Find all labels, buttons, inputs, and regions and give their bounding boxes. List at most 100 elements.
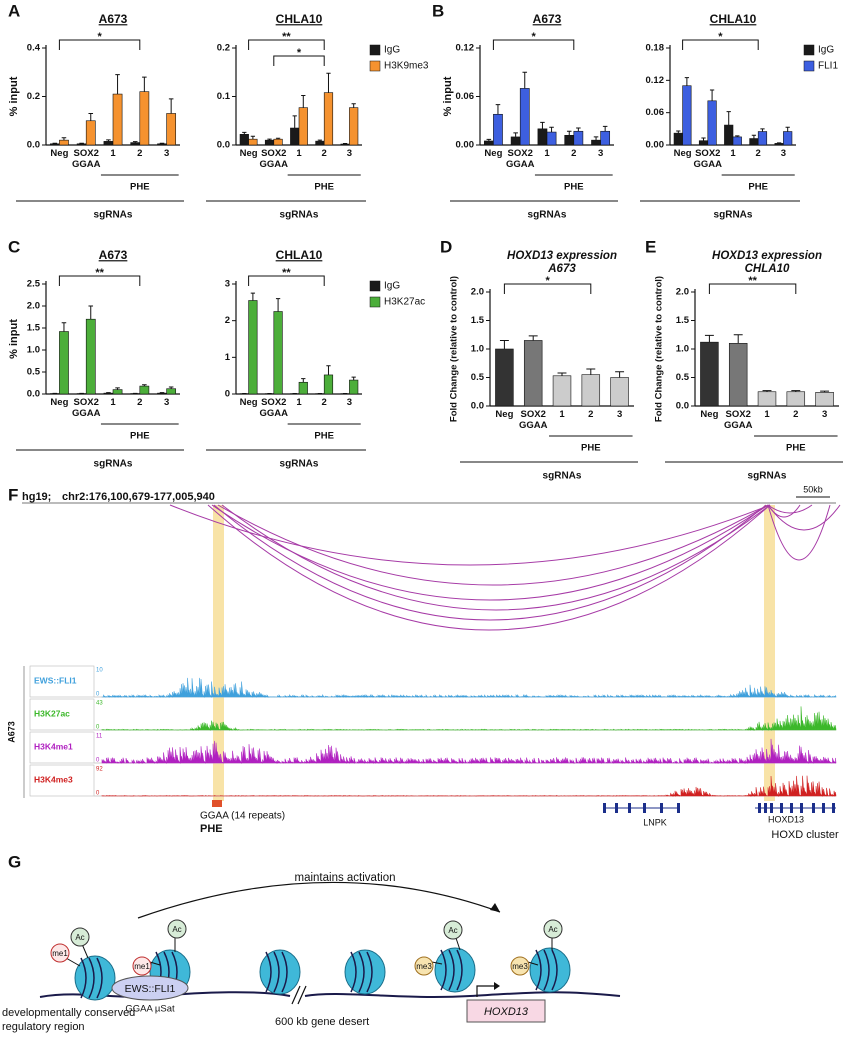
- bar: [113, 94, 122, 145]
- exon: [660, 803, 663, 813]
- bar: [59, 140, 68, 145]
- bar: [265, 140, 274, 145]
- gene-box-label: HOXD13: [484, 1006, 529, 1018]
- cell-line: A673: [6, 721, 16, 743]
- error-bar: [522, 72, 527, 88]
- element-name: PHE: [200, 823, 223, 835]
- y-tick-label: 0.18: [646, 43, 665, 54]
- x-axis-label: sgRNAs: [94, 459, 133, 470]
- bar: [758, 392, 776, 406]
- error-bar: [496, 105, 501, 115]
- panel-letter: D: [440, 237, 452, 256]
- bar: [157, 393, 166, 394]
- bar: [758, 132, 767, 145]
- bar: [729, 343, 747, 406]
- bar: [274, 312, 283, 395]
- loop-arc: [218, 505, 768, 585]
- x-tick-label-box: 3: [584, 148, 617, 174]
- exon: [822, 803, 825, 813]
- panel-letter: G: [8, 852, 21, 871]
- error-bar: [727, 112, 731, 125]
- x-tick-label-box: 3: [768, 148, 799, 174]
- exon: [603, 803, 606, 813]
- y-tick-label: 2.0: [676, 287, 689, 298]
- bar: [131, 143, 140, 145]
- factor-label: EWS::FLI1: [125, 983, 176, 995]
- y-tick-label: 0.1: [217, 91, 231, 102]
- bar: [565, 135, 574, 145]
- gene-label: HOXD13: [768, 814, 804, 824]
- track-name: H3K27ac: [34, 708, 70, 718]
- error-bar: [676, 131, 680, 133]
- y-tick-label: 0.0: [27, 389, 40, 400]
- bar: [700, 342, 718, 406]
- x-axis-label: sgRNAs: [94, 210, 133, 221]
- y-tick-label: 1.5: [471, 315, 485, 326]
- x-axis-label: sgRNAs: [528, 210, 567, 221]
- bar: [524, 340, 542, 406]
- significance-label: **: [748, 275, 757, 287]
- bar: [77, 144, 86, 145]
- chart-subtitle: A673: [547, 263, 576, 275]
- desert-label: 600 kb gene desert: [275, 1016, 369, 1028]
- bar: [683, 86, 692, 145]
- y-tick-label: 1.0: [27, 345, 40, 356]
- group-label: PHE: [564, 182, 584, 193]
- x-tick-label-box: 3: [334, 148, 365, 174]
- y-tick-label: 2.0: [471, 287, 484, 298]
- track-signal: [102, 678, 836, 697]
- bar: [783, 132, 792, 145]
- y-tick-label: 0.0: [471, 401, 484, 412]
- y-tick-label: 0.00: [646, 140, 665, 151]
- bar: [601, 131, 610, 145]
- error-bar: [276, 299, 280, 312]
- error-bar: [88, 306, 93, 319]
- bar: [240, 134, 249, 145]
- bar: [787, 392, 805, 406]
- exon: [615, 803, 618, 813]
- error-bar: [251, 293, 255, 300]
- track-max: 92: [96, 767, 103, 773]
- x-tick-label-box: 3: [807, 409, 842, 435]
- bar: [816, 392, 834, 406]
- track-signal: [102, 739, 836, 763]
- error-bar: [752, 135, 756, 138]
- error-bar: [603, 126, 608, 131]
- bar: [50, 144, 59, 145]
- y-tick-label: 0.2: [27, 91, 40, 102]
- bar: [484, 141, 493, 145]
- group-label: PHE: [314, 431, 334, 442]
- group-label: PHE: [786, 443, 806, 454]
- group-label: PHE: [130, 182, 150, 193]
- error-bar: [529, 336, 538, 341]
- bar: [349, 380, 358, 394]
- bar: [750, 139, 759, 145]
- error-bar: [301, 379, 305, 383]
- exon: [758, 803, 761, 813]
- legend-label: H3K27ac: [384, 297, 425, 308]
- y-axis-label: Fold Change (relative to control): [654, 276, 665, 422]
- legend-swatch: [370, 297, 380, 307]
- bar: [591, 140, 600, 145]
- bar: [140, 92, 149, 145]
- bar: [104, 141, 113, 145]
- error-bar: [705, 335, 714, 342]
- bar: [167, 113, 176, 145]
- error-bar: [142, 77, 147, 92]
- track-signal: [102, 776, 836, 796]
- error-bar: [734, 335, 743, 344]
- chart-title: HOXD13 expression: [712, 250, 822, 262]
- exon: [780, 803, 783, 813]
- track-name: EWS::FLI1: [34, 675, 77, 685]
- x-tick-label: 3: [334, 397, 365, 408]
- error-bar: [777, 143, 781, 144]
- chart-title: CHLA10: [276, 248, 323, 262]
- nucleosome: [260, 950, 300, 994]
- tail: [82, 944, 88, 958]
- error-bar: [251, 136, 255, 139]
- bar: [113, 390, 122, 394]
- error-bar: [576, 128, 581, 131]
- x-axis-label: sgRNAs: [748, 471, 787, 482]
- bar: [538, 129, 547, 145]
- track-max: 11: [96, 734, 103, 740]
